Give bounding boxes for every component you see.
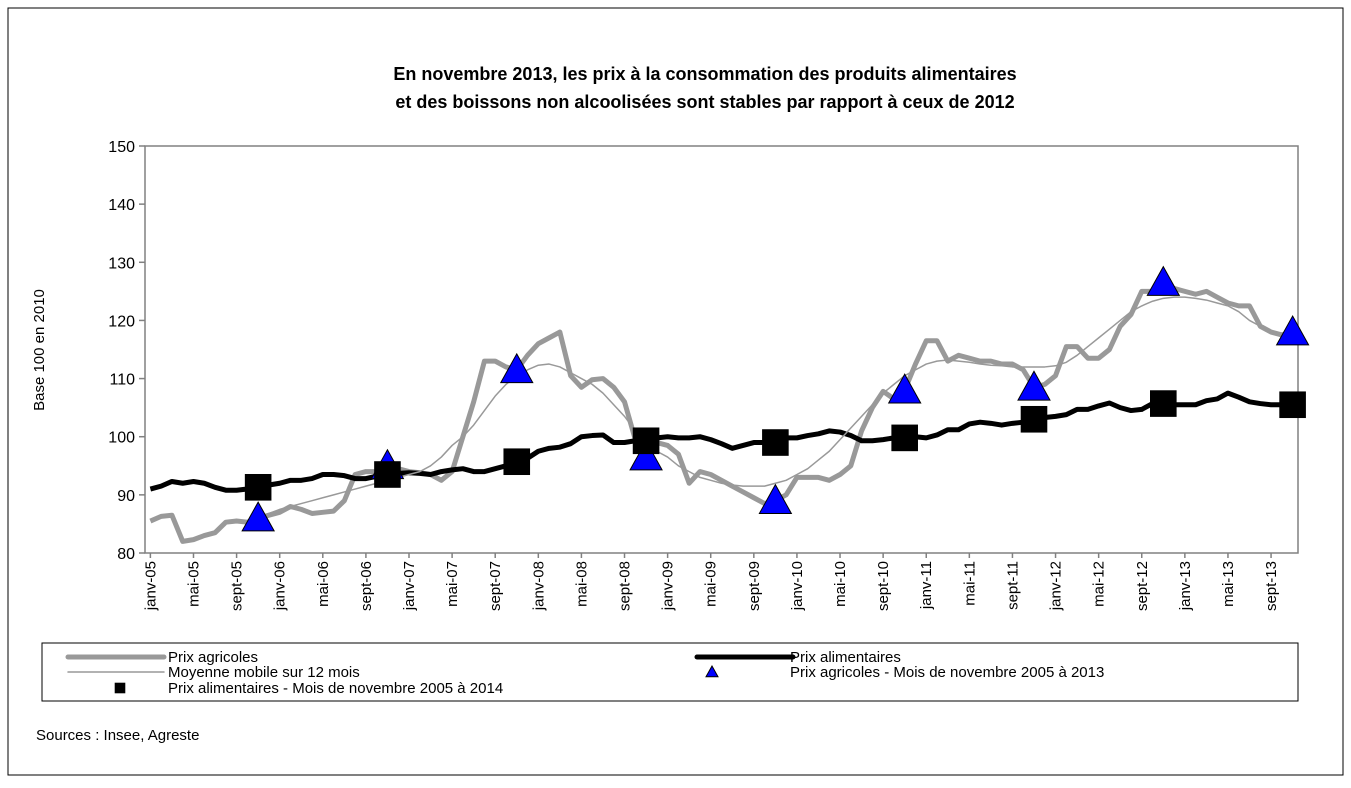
- y-tick-label: 80: [117, 546, 135, 563]
- x-tick-label: sept-06: [358, 561, 375, 611]
- x-tick-label: janv-13: [1177, 561, 1194, 611]
- legend-label: Prix alimentaires: [790, 649, 901, 666]
- x-tick-label: sept-08: [617, 561, 634, 611]
- x-tick-label: mai-07: [444, 561, 461, 607]
- y-tick-label: 100: [108, 430, 135, 447]
- x-tick-label: sept-12: [1134, 561, 1151, 611]
- marker: [1150, 390, 1177, 417]
- series-line: [149, 390, 1293, 493]
- plot-area: [144, 145, 1299, 554]
- x-tick-label: sept-07: [487, 561, 504, 611]
- marker: [891, 424, 918, 452]
- marker: [762, 429, 789, 456]
- marker: [499, 352, 534, 384]
- marker: [374, 461, 401, 488]
- source: Sources : Insee, Agreste: [36, 727, 199, 744]
- x-tick-label: mai-11: [961, 561, 978, 606]
- x-tick-label: mai-06: [315, 561, 332, 607]
- y-tick-label: 150: [108, 139, 135, 156]
- x-tick-label: janv-11: [918, 561, 935, 610]
- x-tick-label: mai-09: [703, 561, 720, 607]
- y-tick-label: 140: [108, 197, 135, 214]
- marker: [1279, 391, 1306, 419]
- x-tick-label: sept-10: [875, 561, 892, 611]
- x-tick-label: mai-08: [573, 561, 590, 607]
- series-line: [268, 296, 1293, 515]
- x-tick-label: janv-06: [272, 561, 289, 611]
- chart-title: En novembre 2013, les prix à la consomma…: [393, 64, 1016, 84]
- marker: [241, 501, 275, 532]
- legend-label: Prix agricoles: [168, 649, 258, 666]
- marker: [1275, 315, 1310, 346]
- series-line: [149, 280, 1294, 544]
- x-tick-label: sept-11: [1004, 561, 1021, 610]
- marker: [1020, 405, 1048, 433]
- y-tick-label: 120: [108, 313, 135, 330]
- marker: [503, 448, 531, 476]
- x-tick-label: janv-08: [530, 561, 547, 611]
- legend-label: Moyenne mobile sur 12 mois: [168, 664, 360, 681]
- marker: [1017, 370, 1051, 401]
- legend-label: Prix alimentaires - Mois de novembre 200…: [168, 680, 503, 697]
- legend-marker: [705, 664, 719, 678]
- legend: [41, 642, 1299, 702]
- x-tick-label: mai-05: [185, 561, 202, 607]
- y-tick-label: 90: [117, 488, 135, 505]
- x-tick-label: janv-09: [660, 561, 677, 611]
- x-tick-label: sept-05: [229, 561, 246, 611]
- legend-marker: [114, 682, 126, 694]
- x-tick-label: sept-13: [1263, 561, 1280, 611]
- x-tick-label: mai-10: [832, 561, 849, 607]
- x-tick-label: janv-07: [401, 561, 418, 611]
- x-tick-label: janv-10: [789, 561, 806, 611]
- marker: [1146, 265, 1181, 296]
- x-tick-label: sept-09: [746, 561, 763, 611]
- y-tick-label: 110: [109, 372, 135, 389]
- chart-title: et des boissons non alcoolisées sont sta…: [395, 92, 1014, 112]
- marker: [758, 483, 793, 514]
- x-tick-label: mai-13: [1220, 561, 1237, 607]
- marker: [629, 440, 663, 471]
- marker: [632, 427, 660, 455]
- y-axis-label: Base 100 en 2010: [31, 289, 48, 411]
- marker: [887, 373, 922, 404]
- marker: [244, 473, 272, 501]
- x-tick-label: janv-05: [142, 561, 159, 611]
- legend-label: Prix agricoles - Mois de novembre 2005 à…: [790, 664, 1104, 681]
- x-tick-label: janv-12: [1048, 561, 1065, 611]
- x-tick-label: mai-12: [1091, 561, 1108, 607]
- y-tick-label: 130: [108, 255, 135, 272]
